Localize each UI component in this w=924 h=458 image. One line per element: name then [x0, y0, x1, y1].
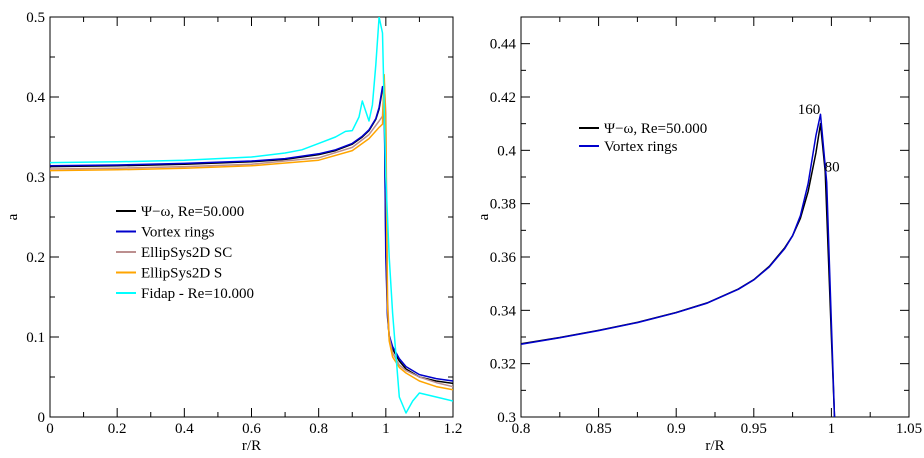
series-line-4 — [50, 73, 453, 391]
series-line-5 — [50, 17, 453, 414]
legend-label-2: Vortex rings — [604, 139, 678, 155]
y-tick-label: 0.2 — [26, 250, 45, 266]
y-tick-label: 0.34 — [490, 303, 517, 319]
x-tick-label: 1 — [828, 421, 836, 437]
x-axis-label: r/R — [242, 438, 261, 454]
y-tick-label: 0.5 — [26, 10, 45, 26]
y-tick-label: 0.4 — [26, 90, 45, 106]
legend: Ψ−ω, Re=50.000 Vortex rings EllipSys2D SC E… — [116, 204, 254, 302]
y-tick-label: 0.36 — [490, 250, 517, 266]
series-line-2 — [50, 85, 453, 382]
series-lines — [521, 113, 836, 417]
y-axis-label: a — [476, 213, 492, 220]
x-tick-label: 1.05 — [896, 421, 922, 437]
legend-label-4: EllipSys2D S — [141, 266, 222, 282]
x-axis-label: r/R — [705, 438, 724, 454]
y-axis-label: a — [5, 213, 21, 220]
y-tick-label: 0.4 — [497, 143, 516, 159]
annotation-label-1: 160 — [798, 102, 821, 118]
chart-panel-2: 0.8 0.85 0.9 0.95 1 1.05 0.3 0.32 0.34 0.36 0.38 0.… — [476, 16, 922, 454]
annotation-label-2: 80 — [825, 159, 840, 175]
legend-label-1: Ψ−ω, Re=50.000 — [604, 121, 707, 137]
y-tick-label: 0.38 — [490, 197, 516, 213]
series-line-1 — [521, 122, 836, 417]
series-line-2 — [521, 113, 836, 417]
y-tick-label: 0 — [38, 410, 46, 426]
x-tick-label: 0 — [46, 421, 54, 437]
x-tick-label: 1 — [382, 421, 390, 437]
x-tick-label: 0.8 — [309, 421, 328, 437]
x-tick-label: 0.9 — [667, 421, 686, 437]
x-tick-label: 0.2 — [108, 421, 127, 437]
y-tick-label: 0.42 — [490, 90, 516, 106]
series-lines — [50, 17, 453, 414]
plot-frame — [520, 16, 910, 418]
x-tick-label: 0.4 — [175, 421, 194, 437]
x-tick-label: 0.8 — [512, 421, 531, 437]
legend-label-2: Vortex rings — [141, 225, 215, 241]
x-tick-label: 0.6 — [242, 421, 261, 437]
x-tick-label: 0.85 — [585, 421, 611, 437]
legend-label-1: Ψ−ω, Re=50.000 — [141, 204, 244, 220]
x-tick-label: 1.2 — [444, 421, 463, 437]
y-tick-label: 0.3 — [26, 170, 45, 186]
x-tick-label: 0.95 — [741, 421, 767, 437]
series-line-3 — [50, 80, 453, 388]
y-tick-label: 0.1 — [26, 330, 45, 346]
series-line-1 — [50, 88, 453, 385]
y-tick-label: 0.44 — [490, 37, 517, 53]
legend-label-5: Fidap - Re=10.000 — [141, 286, 254, 302]
y-tick-label: 0.3 — [497, 410, 516, 426]
legend: Ψ−ω, Re=50.000 Vortex rings — [579, 121, 707, 155]
y-tick-label: 0.32 — [490, 357, 516, 373]
chart-panel-1: 0 0.2 0.4 0.6 0.8 1 1.2 0 0.1 0.2 0.3 0.4 0.5 r/R a Ψ−ω… — [5, 10, 462, 454]
legend-label-3: EllipSys2D SC — [141, 245, 232, 261]
